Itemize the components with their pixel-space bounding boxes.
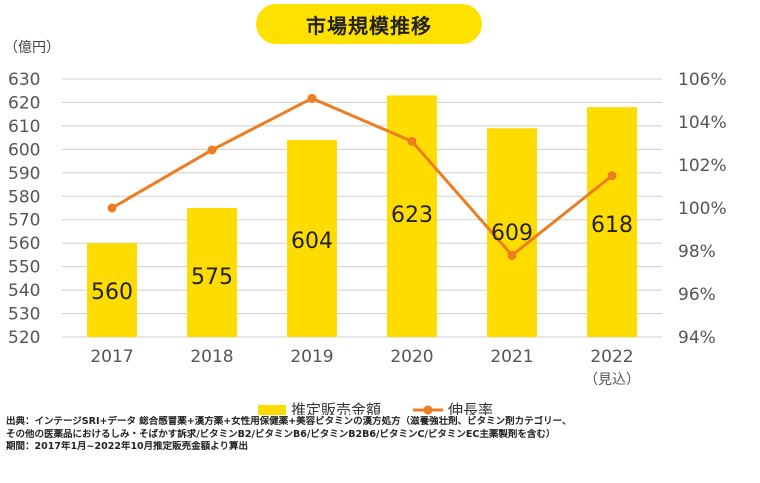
y-right-tick-label: 94% <box>678 328 716 348</box>
y-left-tick-label: 610 <box>8 117 40 137</box>
bar-value-label: 575 <box>191 265 233 290</box>
legend-line-label: 伸長率 <box>448 401 493 415</box>
y-left-tick-label: 600 <box>8 140 40 160</box>
x-tick-label: 2018 <box>190 347 233 367</box>
bar <box>287 139 337 337</box>
growth-rate-line <box>111 96 613 257</box>
growth-rate-point <box>107 203 117 213</box>
chart-area: 520 530 540 550 560 570 580 590 600 610 620 630 94% 9… <box>4 40 727 415</box>
bar-value-label: 623 <box>391 203 433 228</box>
legend-line-marker <box>423 405 433 415</box>
growth-rate-point <box>507 250 517 260</box>
legend-bar-swatch <box>258 405 286 415</box>
x-tick-label: 2019 <box>290 347 333 367</box>
x-tick-sublabel: （見込） <box>584 372 640 388</box>
bar <box>487 128 537 337</box>
source-note: 出典：インテージSRI+データ 総合感冒薬+漢方薬+女性用保健薬+美容ビタミンの… <box>6 416 756 454</box>
x-tick-label: 2020 <box>390 347 433 367</box>
x-tick-label: 2022 <box>590 347 633 367</box>
y-left-tick-label: 530 <box>8 305 40 325</box>
y-left-tick-label: 570 <box>8 211 40 231</box>
legend-bar-label: 推定販売金額 <box>291 401 381 415</box>
bar-value-label: 560 <box>91 280 133 305</box>
y-right-tick-label: 104% <box>678 113 727 133</box>
bar <box>587 107 637 338</box>
source-line-3: 期間：2017年1月~2022年10月推定販売金額より算出 <box>6 441 248 452</box>
growth-rate-point <box>207 145 217 155</box>
y-right-tick-label: 102% <box>678 156 727 176</box>
chart-title: 市場規模推移 <box>256 4 482 44</box>
y-right-tick-label: 98% <box>678 242 716 262</box>
y-left-tick-label: 620 <box>8 93 40 113</box>
bar-value-label: 604 <box>291 229 333 254</box>
growth-rate-point <box>607 171 617 181</box>
y-left-tick-label: 630 <box>8 70 40 90</box>
y-right-tick-label: 106% <box>678 70 727 90</box>
bar <box>187 208 237 337</box>
y-left-tick-label: 520 <box>8 328 40 348</box>
y-right-tick-label: 96% <box>678 285 716 305</box>
x-tick-label: 2021 <box>490 347 533 367</box>
growth-rate-point <box>407 136 417 146</box>
y-left-tick-label: 540 <box>8 281 40 301</box>
bar-value-label: 609 <box>491 221 533 246</box>
growth-rate-point <box>307 93 317 103</box>
bar-value-label: 618 <box>591 213 633 238</box>
bar <box>87 243 137 337</box>
y-right-tick-label: 100% <box>678 199 727 219</box>
source-line-1: 出典：インテージSRI+データ 総合感冒薬+漢方薬+女性用保健薬+美容ビタミンの… <box>6 416 572 427</box>
y-left-unit-label: （億円） <box>4 40 60 56</box>
y-left-tick-label: 590 <box>8 164 40 184</box>
source-line-2: その他の医薬品におけるしみ・そばかす訴求/ビタミンB2/ビタミンB6/ビタミンB… <box>6 428 556 440</box>
x-tick-label: 2017 <box>90 347 133 367</box>
y-left-tick-label: 560 <box>8 234 40 254</box>
y-left-tick-label: 580 <box>8 187 40 207</box>
y-left-tick-label: 550 <box>8 258 40 278</box>
